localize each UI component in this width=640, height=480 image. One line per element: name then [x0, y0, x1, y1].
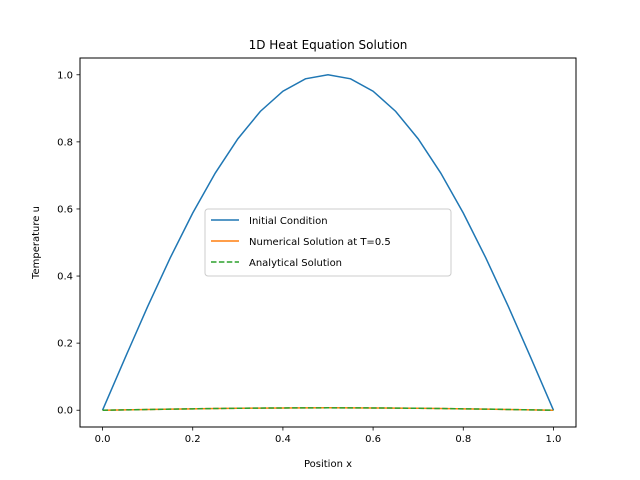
x-tick-label: 1.0 [546, 434, 562, 445]
x-tick-label: 0.2 [185, 434, 201, 445]
y-tick-label: 0.2 [57, 339, 73, 350]
y-tick-label: 1.0 [57, 70, 73, 81]
y-axis-label: Temperature u [31, 206, 42, 280]
legend: Initial Condition Numerical Solution at T… [204, 208, 452, 277]
x-tick-label: 0.0 [95, 434, 111, 445]
plot-lines [101, 74, 555, 411]
x-tick-label: 0.6 [365, 434, 381, 445]
series-line-3 [102, 407, 554, 411]
legend-label-1: Initial Condition [249, 216, 328, 227]
plot-frame [79, 57, 577, 428]
legend-label-2: Numerical Solution at T=0.5 [249, 237, 391, 248]
x-tick-label: 0.8 [455, 434, 471, 445]
y-tick-label: 0.0 [57, 406, 73, 417]
legend-label-3: Analytical Solution [249, 258, 342, 269]
y-tick-label: 0.6 [57, 204, 73, 215]
legend-box [204, 208, 452, 277]
chart-title: 1D Heat Equation Solution [249, 38, 408, 52]
y-axis-ticks: 0.0 0.2 0.4 0.6 0.8 1.0 [57, 70, 80, 417]
y-tick-label: 0.4 [57, 272, 73, 283]
x-axis-label: Position x [304, 459, 352, 470]
x-tick-label: 0.4 [275, 434, 291, 445]
y-tick-label: 0.8 [57, 137, 73, 148]
x-axis-ticks: 0.0 0.2 0.4 0.6 0.8 1.0 [95, 427, 562, 445]
series-line-1 [101, 74, 555, 411]
